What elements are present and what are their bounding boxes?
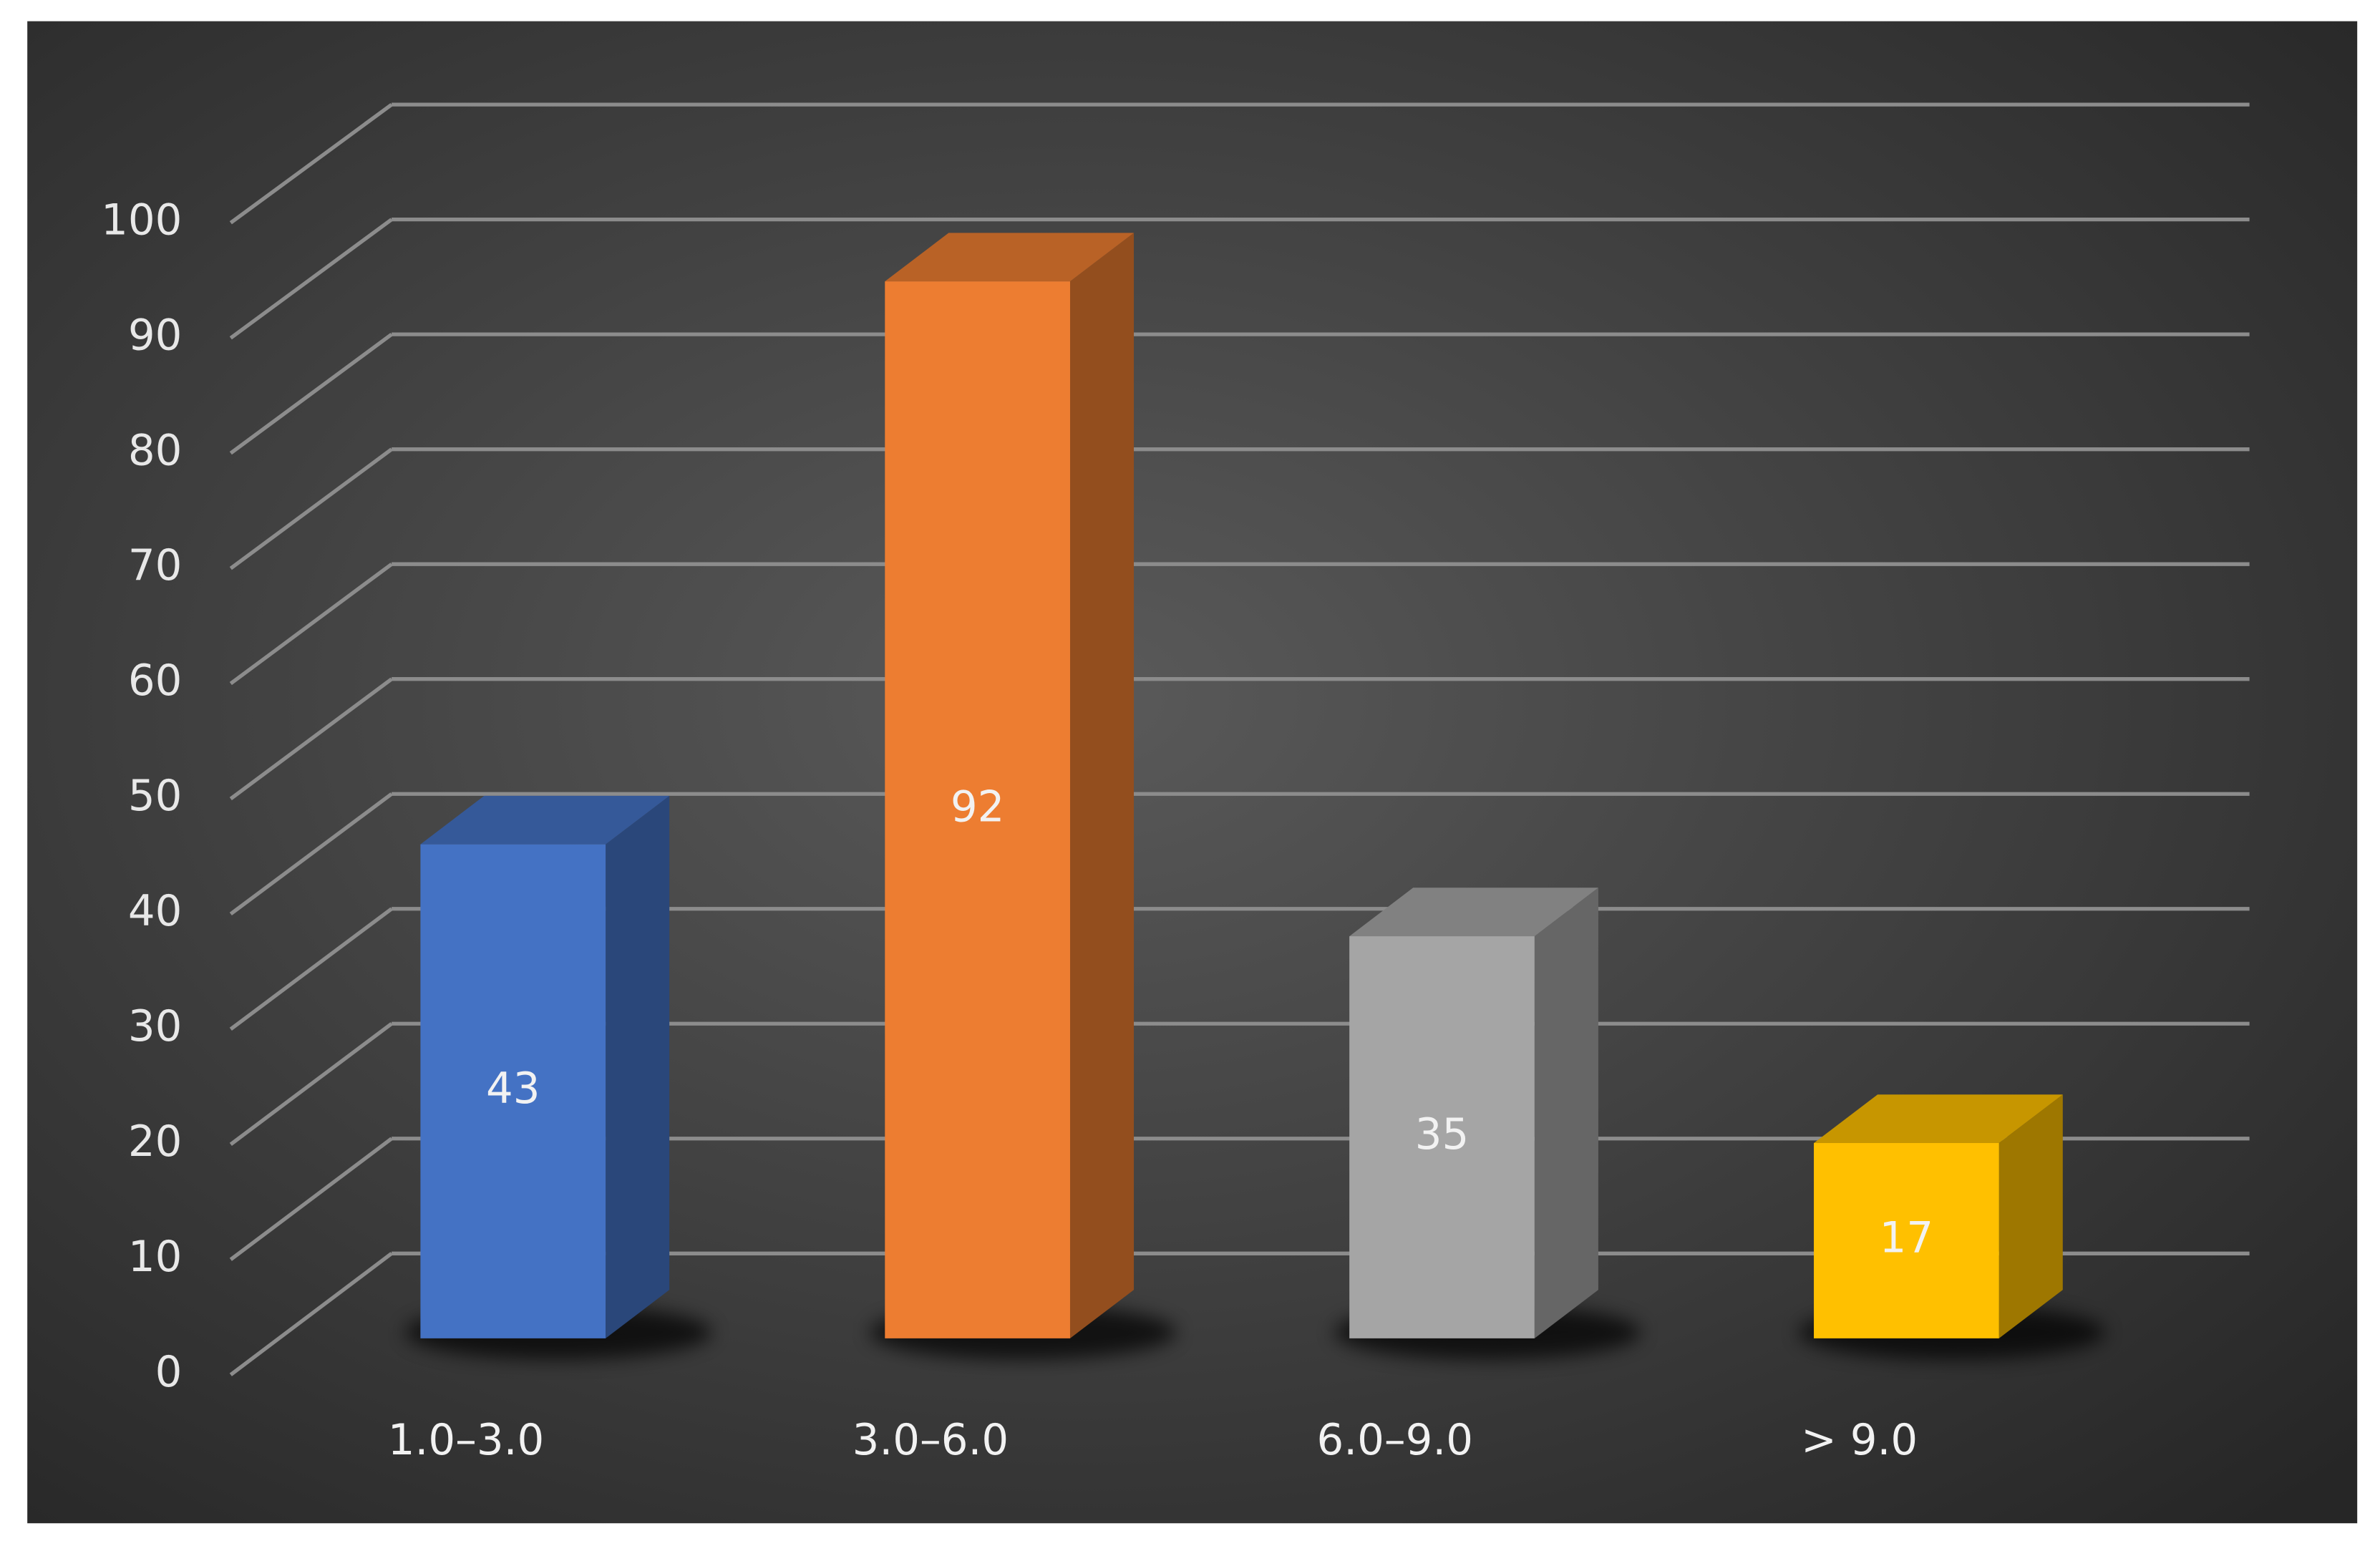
- grid-line-side: [229, 333, 393, 455]
- y-tick-label: 100: [101, 195, 182, 244]
- grid-line-side: [229, 792, 393, 916]
- y-tick-label: 20: [128, 1117, 183, 1166]
- y-tick-label: 90: [128, 310, 183, 359]
- bar-top: [885, 233, 1135, 282]
- y-tick-label: 40: [128, 886, 183, 935]
- bar-top: [1349, 888, 1598, 937]
- y-tick-label: 50: [128, 771, 183, 820]
- y-tick-label: 10: [128, 1232, 183, 1281]
- y-tick-label: 80: [128, 425, 183, 475]
- y-tick-label: 30: [128, 1001, 183, 1051]
- value-label: 17: [1880, 1213, 1934, 1263]
- y-tick-label: 60: [128, 656, 183, 705]
- bar: [1814, 1143, 1999, 1338]
- grid-line-side: [229, 1022, 393, 1146]
- x-tick-label: > 9.0: [1801, 1415, 1918, 1464]
- grid-line-side: [229, 1137, 393, 1261]
- y-tick-label: 0: [155, 1347, 183, 1396]
- y-tick-label: 70: [128, 540, 183, 590]
- bar-side: [1069, 233, 1135, 1338]
- grid-line-side: [229, 907, 393, 1031]
- grid-line-side: [229, 677, 393, 801]
- x-tick-label: 3.0–6.0: [853, 1415, 1009, 1464]
- x-tick-label: 6.0–9.0: [1317, 1415, 1474, 1464]
- bar: [885, 281, 1070, 1338]
- x-tick-label: 1.0–3.0: [388, 1415, 545, 1464]
- bar-side: [1534, 888, 1598, 1338]
- grid-line-side: [229, 563, 393, 686]
- bar: [1349, 936, 1535, 1338]
- bar: [420, 844, 606, 1338]
- grid-line-side: [229, 218, 393, 340]
- grid-line-side: [229, 1252, 393, 1376]
- value-label: 92: [951, 782, 1005, 832]
- bar-top: [1814, 1094, 2063, 1144]
- value-label: 43: [486, 1064, 540, 1113]
- value-label: 35: [1415, 1109, 1470, 1159]
- bar-side: [606, 795, 670, 1338]
- bar-side: [1998, 1094, 2063, 1338]
- grid-line-side: [229, 102, 393, 225]
- bar-top: [420, 795, 670, 845]
- grid-line-side: [229, 447, 393, 570]
